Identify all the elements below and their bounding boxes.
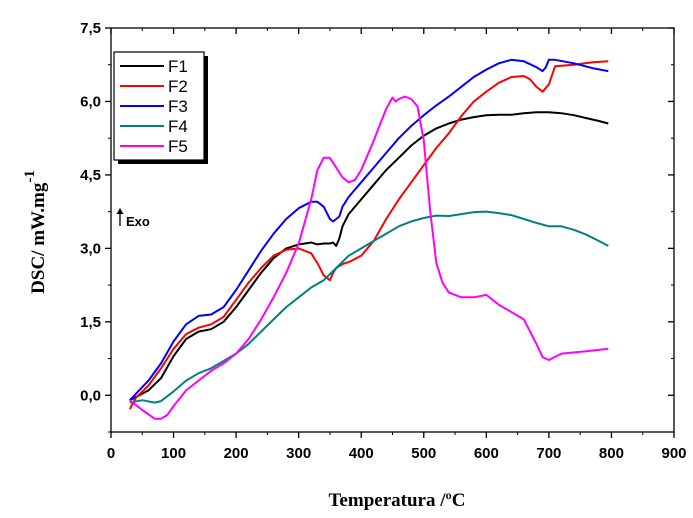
x-axis-title: Temperatura /ºC [329,490,466,511]
legend-label-f3: F3 [168,97,188,116]
series-line-f4 [129,210,609,404]
x-tick-label: 800 [599,445,624,462]
y-axis: 0,0 1,5 3,0 4,5 6,0 7,5 [80,20,674,433]
exo-arrowhead-icon [116,208,124,214]
y-tick-label: 7,5 [80,20,101,37]
legend-label-f4: F4 [168,117,188,136]
series-line-f2 [128,60,609,410]
x-tick-label: 100 [161,445,186,462]
x-tick-label: 0 [107,445,115,462]
series-line-f1 [129,111,609,402]
y-tick-label: 6,0 [80,93,101,110]
y-axis-title-group: DSC/ mW.mg-1 [22,170,49,294]
y-tick-label: 1,5 [80,314,101,331]
x-tick-label: 700 [536,445,561,462]
x-tick-label: 200 [224,445,249,462]
exo-label: Exo [126,214,150,229]
x-tick-label: 500 [411,445,436,462]
y-axis-title-superscript: -1 [22,170,38,183]
x-tick-label: 300 [286,445,311,462]
y-axis-title: DSC/ mW.mg-1 [22,170,49,294]
y-tick-label: 0,0 [80,387,101,404]
x-tick-label: 600 [474,445,499,462]
legend-label-f2: F2 [168,77,188,96]
y-tick-label: 3,0 [80,240,101,257]
exo-annotation: Exo [116,208,150,229]
x-tick-label: 400 [349,445,374,462]
x-tick-label: 900 [661,445,686,462]
series-line-f3 [129,58,609,401]
x-axis: 0 100 200 300 400 500 600 700 800 900 [107,28,687,462]
series-line-f5 [129,95,609,420]
series-group [128,58,609,420]
y-axis-title-main: DSC/ mW.mg [28,182,49,294]
y-tick-label: 4,5 [80,167,101,184]
legend-label-f5: F5 [168,137,188,156]
legend-label-f1: F1 [168,57,188,76]
